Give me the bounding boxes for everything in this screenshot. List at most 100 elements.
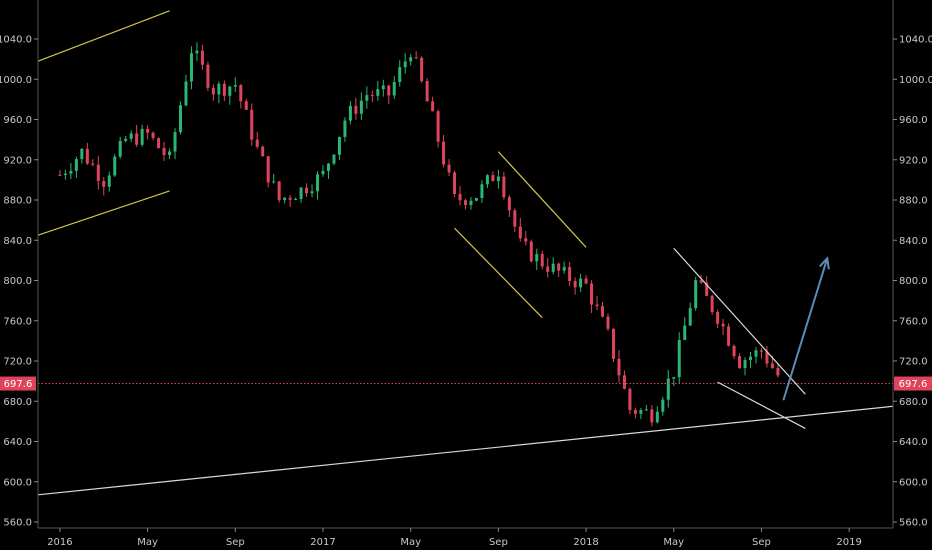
candle-body (496, 176, 500, 182)
candlestick (732, 344, 736, 360)
candle-body (721, 323, 725, 327)
candlestick (666, 369, 670, 408)
candle-body (606, 316, 610, 329)
candlestick (124, 135, 128, 143)
candlestick (442, 134, 446, 168)
candlestick (743, 357, 747, 376)
candle-body (628, 388, 632, 410)
candlestick (354, 97, 358, 120)
candlestick (551, 257, 555, 275)
candle-body (535, 254, 539, 262)
candle-body (436, 111, 440, 142)
candle-body (239, 85, 243, 102)
candle-body (661, 399, 665, 412)
y-tick-label: 1040.0 (0, 35, 32, 46)
candlestick (644, 404, 648, 411)
candlestick (590, 280, 594, 313)
candle-body (524, 238, 528, 242)
candle-body (195, 50, 199, 54)
candlestick (491, 171, 495, 182)
candle-body (179, 105, 182, 133)
candlestick (611, 328, 615, 363)
candle-body (365, 95, 369, 101)
last-price-badge-right (894, 376, 932, 391)
candle-body (480, 184, 484, 199)
candle-body (414, 57, 418, 59)
candle-body (644, 409, 648, 411)
y-tick-label: 920.0 (899, 155, 928, 166)
candle-body (655, 411, 659, 423)
candlestick (606, 313, 610, 332)
candle-body (458, 194, 462, 201)
y-axis-right: 1040.0 1000.0 960.0 920.0 880.0 840.0 800.0 760… (893, 35, 932, 529)
candlestick (135, 125, 139, 147)
last-price-badge-left (0, 376, 36, 391)
candle-body (677, 339, 681, 378)
candle-body (316, 174, 320, 192)
candlestick (464, 198, 467, 210)
candle-body (392, 82, 396, 96)
candle-body (277, 181, 281, 201)
y-tick-label: 1000.0 (899, 75, 932, 86)
candle-body (491, 175, 495, 182)
candlestick (754, 347, 758, 364)
candle-body (754, 350, 758, 357)
candlestick (387, 84, 391, 105)
y-tick-label: 880.0 (899, 196, 928, 207)
candlestick (738, 353, 742, 369)
candle-body (749, 356, 752, 361)
candle-body (770, 363, 774, 368)
candlestick (63, 169, 67, 180)
candle-body (590, 283, 594, 305)
x-tick-label: 2016 (47, 537, 72, 548)
candlestick (272, 173, 276, 184)
candle-body (409, 57, 413, 62)
candlestick (447, 159, 451, 177)
y-tick-label: 640.0 (3, 437, 32, 448)
candle-body (124, 138, 128, 141)
candle-body (74, 159, 78, 171)
candlestick (496, 169, 500, 189)
candle-body (135, 133, 139, 145)
candle-body (266, 156, 270, 183)
candle-body (387, 85, 391, 96)
candlestick (420, 56, 424, 83)
y-tick-label: 920.0 (3, 155, 32, 166)
candle-body (683, 325, 687, 340)
candlestick (217, 81, 221, 104)
candlestick (677, 332, 681, 384)
candle-body (321, 170, 325, 175)
candlestick (151, 131, 155, 141)
trendline (717, 381, 806, 429)
candlestick (326, 162, 330, 179)
candlestick (469, 197, 473, 210)
candlestick (321, 165, 325, 177)
y-tick-label: 560.0 (899, 518, 928, 529)
candlestick (316, 171, 320, 200)
projection-arrow (782, 256, 830, 401)
candle-body (211, 87, 215, 95)
candle-body (699, 280, 703, 283)
candlestick (579, 273, 583, 293)
candle-body (168, 151, 172, 156)
candlestick (485, 174, 489, 188)
candlestick (529, 239, 533, 263)
x-tick-label: May (137, 537, 158, 548)
candlestick (343, 117, 347, 142)
candlestick (672, 377, 676, 387)
y-tick-label: 760.0 (3, 316, 32, 327)
candlestick (453, 170, 457, 198)
y-tick-label: 560.0 (3, 518, 32, 529)
x-tick-label: 2018 (573, 537, 598, 548)
candlestick (601, 302, 605, 318)
candle-body (650, 409, 654, 423)
candle-body (732, 345, 736, 357)
candlestick (365, 86, 369, 109)
candle-body (151, 132, 155, 139)
plot-area[interactable] (37, 10, 894, 496)
x-tick-label: 2017 (310, 537, 335, 548)
y-tick-label: 680.0 (899, 397, 928, 408)
candle-body (283, 197, 287, 201)
candlestick (157, 137, 161, 149)
